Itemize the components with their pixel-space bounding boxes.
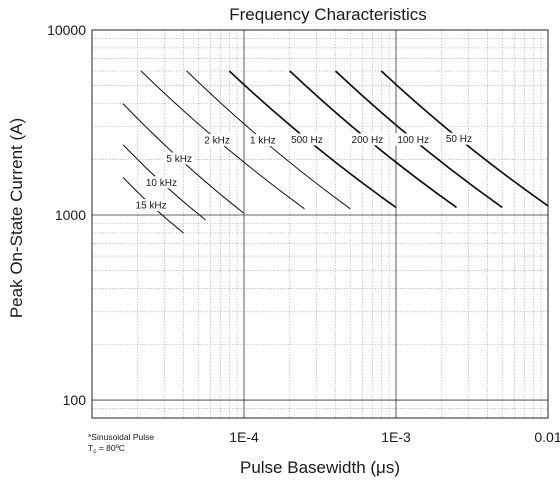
series-label-background [394,133,432,146]
series-label-background [132,199,170,212]
series-label-background [348,133,387,146]
series-label: 15 kHz [136,201,167,212]
chart-title: Frequency Characteristics [229,5,426,24]
series-label: 10 kHz [146,178,177,189]
series-label: 50 Hz [446,134,472,145]
temperature-value: = 80ºC [96,443,124,453]
major-grid [91,30,548,418]
x-tick-label: 1E-4 [229,429,259,445]
series-label: 500 Hz [291,135,323,146]
x-tick-label: 0.01 [534,429,560,445]
y-tick-label: 100 [63,392,87,408]
series-label: 5 kHz [166,154,192,165]
series-label: 200 Hz [352,135,384,146]
series-label-background [288,133,326,146]
series-label: 100 Hz [397,135,429,146]
y-axis-label: Peak On-State Current (A) [7,118,26,318]
series-label-background [142,176,181,189]
x-tick-label: 1E-3 [381,429,411,445]
temperature-subscript: c [93,448,97,455]
temperature-condition-note: Tc = 80ºC [88,443,125,455]
series-label: 2 kHz [204,136,230,147]
y-tick-label: 10000 [47,22,86,38]
tick-labels-layer: 1E-4 1E-3 0.01 100 1000 10000 [47,22,560,445]
y-tick-label: 1000 [55,207,86,223]
series-label: 1 kHz [250,136,276,147]
plot-frame [91,29,549,419]
series-labels-layer: 15 kHz 10 kHz 5 kHz 2 kHz 1 kHz 500 Hz 200 Hz 1… [132,132,475,212]
series-label-background [442,132,475,145]
series-label-background [201,134,234,147]
series-label-background [246,134,279,147]
temperature-symbol: T [88,443,93,453]
test-condition-note: *Sinusoidal Pulse [88,432,154,442]
x-axis-label: Pulse Basewidth (μs) [240,458,400,477]
series-label-background [163,152,196,165]
minor-grid [92,30,548,419]
